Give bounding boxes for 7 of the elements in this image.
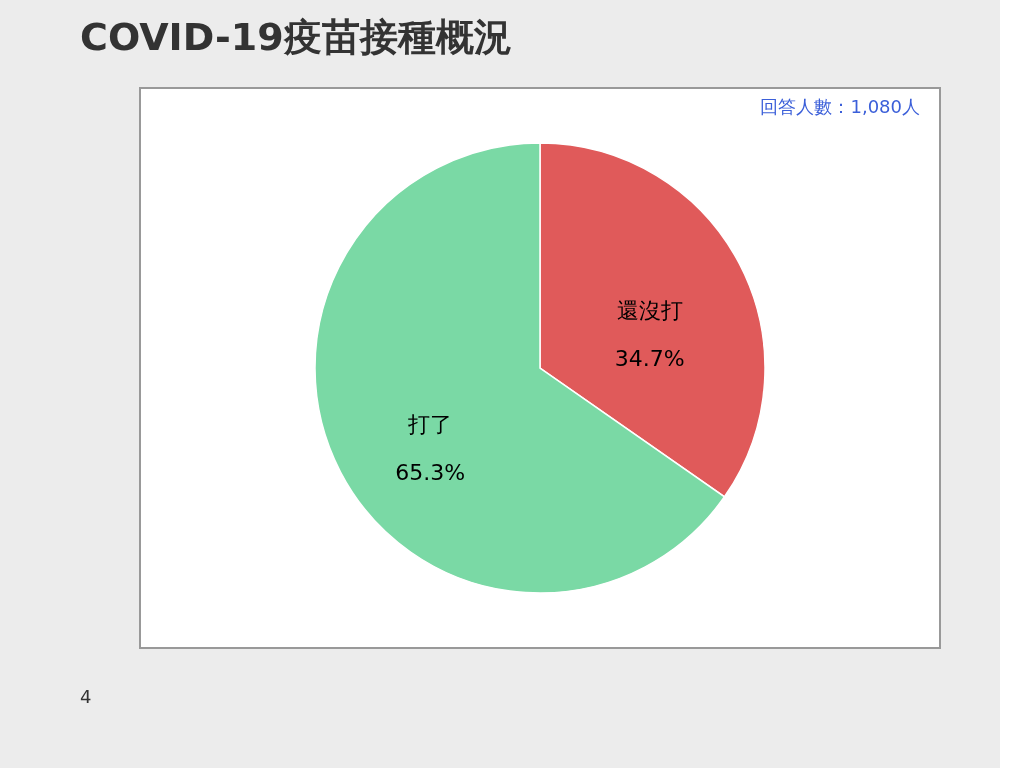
data-label: 65.3%: [395, 460, 466, 486]
chart-title: COVID-19疫苗接種概況: [80, 15, 512, 59]
text: 回答人數：1,080人: [760, 96, 920, 117]
slice-label: 打了: [407, 412, 453, 438]
slice-label: 還沒打: [616, 297, 683, 323]
data-label: 34.7%: [614, 345, 685, 371]
text: 4: [80, 686, 92, 707]
